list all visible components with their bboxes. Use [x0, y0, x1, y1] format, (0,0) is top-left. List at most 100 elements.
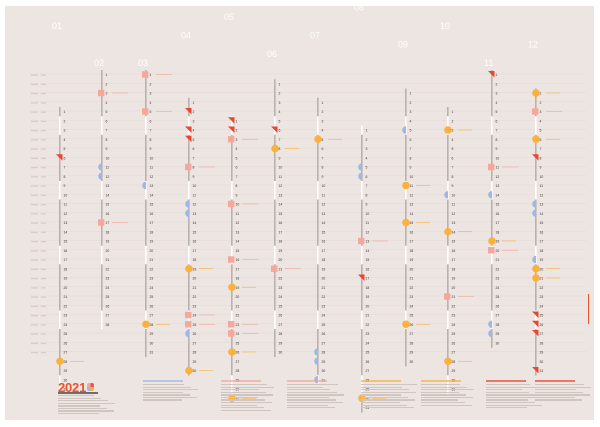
day-rail: [447, 301, 449, 311]
day-number: 14: [279, 203, 283, 207]
day-number: 18: [279, 240, 283, 244]
day-number: 13: [193, 212, 197, 216]
day-number: 28: [452, 360, 456, 364]
day-number: 29: [150, 332, 154, 336]
day-number: 3: [496, 92, 498, 96]
day-rail: [145, 236, 147, 247]
day-number: 16: [64, 249, 68, 253]
legend-line: [58, 397, 101, 399]
day-number: 17: [452, 258, 456, 262]
day-rail: [145, 208, 147, 219]
day-rail: [59, 162, 61, 173]
day-rail: [491, 144, 493, 154]
full-moon-marker: [185, 366, 193, 375]
day-number: 6: [106, 119, 108, 123]
day-number: 25: [496, 295, 500, 299]
legend-line: [221, 404, 257, 406]
day-rail: [491, 310, 493, 321]
day-number: 4: [496, 101, 498, 105]
day-rail: [447, 255, 449, 265]
day-rail: [361, 227, 363, 237]
day-number: 20: [279, 258, 283, 262]
day-number: 17: [322, 249, 326, 253]
day-rail: [188, 292, 190, 302]
day-number: 26: [496, 304, 500, 308]
legend-line: [486, 404, 542, 406]
holiday-marker: [185, 311, 192, 319]
day-number: 21: [64, 295, 68, 299]
day-rail: [145, 292, 147, 302]
day-rail: [274, 282, 276, 293]
day-number: 25: [64, 332, 68, 336]
day-number: 1: [496, 73, 498, 77]
day-number: 7: [496, 129, 498, 133]
day-rail: [405, 310, 407, 321]
day-rail: [317, 366, 319, 376]
day-number: 4: [322, 129, 324, 133]
full-moon-marker: [402, 181, 410, 190]
day-rail: [59, 347, 61, 358]
new-moon-marker: [532, 209, 536, 218]
day-number: 22: [106, 267, 110, 271]
legend-line: [221, 409, 271, 411]
day-number: 1: [64, 110, 66, 114]
day-number: 8: [452, 175, 454, 179]
day-number: 20: [410, 267, 414, 271]
flag-marker: [532, 154, 539, 161]
row-hint: [41, 231, 46, 234]
day-rail: [405, 97, 407, 108]
day-rail: [447, 107, 449, 117]
day-rail: [535, 292, 537, 302]
month-label: 05: [224, 12, 234, 22]
day-rail: [59, 190, 61, 200]
day-rail: [361, 255, 363, 265]
day-number: 18: [366, 286, 370, 290]
day-number: 20: [496, 249, 500, 253]
day-rail: [535, 218, 537, 228]
day-rail: [59, 282, 61, 293]
day-number: 20: [106, 249, 110, 253]
flag-marker: [532, 330, 539, 337]
day-rail: [447, 236, 449, 247]
new-moon-marker: [358, 163, 362, 171]
day-rail: [145, 347, 147, 358]
day-number: 27: [322, 341, 326, 345]
day-number: 5: [64, 147, 66, 151]
row-hint: [41, 111, 46, 113]
day-number: 16: [322, 240, 326, 244]
day-number: 8: [279, 147, 281, 151]
row-hint: [41, 352, 46, 354]
day-number: 14: [193, 221, 197, 225]
day-rail: [145, 282, 147, 293]
day-rail: [405, 329, 407, 339]
day-number: 31: [64, 388, 68, 392]
new-moon-marker: [402, 126, 406, 134]
row-hint: [31, 315, 38, 317]
row-hint: [41, 120, 46, 123]
day-number: 21: [366, 314, 370, 318]
day-number: 25: [452, 332, 456, 336]
day-number: 16: [496, 212, 500, 216]
day-number: 23: [540, 295, 544, 299]
day-number: 10: [236, 203, 240, 207]
day-rail: [447, 245, 449, 256]
day-rail: [405, 208, 407, 219]
day-rail: [317, 116, 319, 126]
day-number: 19: [236, 286, 240, 290]
holiday-marker: [444, 293, 451, 300]
day-number: 17: [540, 240, 544, 244]
day-rail: [231, 208, 233, 219]
day-rail: [145, 144, 147, 154]
day-number: 19: [366, 295, 370, 299]
day-rail: [447, 153, 449, 163]
row-hint: [31, 268, 38, 271]
day-number: 12: [410, 193, 414, 197]
day-rail: [491, 255, 493, 265]
new-moon-marker: [98, 172, 102, 181]
day-rail: [188, 144, 190, 154]
day-number: 19: [452, 277, 456, 281]
day-rail: [231, 356, 233, 367]
day-rail: [405, 292, 407, 302]
day-number: 22: [279, 277, 283, 281]
day-number: 4: [193, 129, 195, 133]
